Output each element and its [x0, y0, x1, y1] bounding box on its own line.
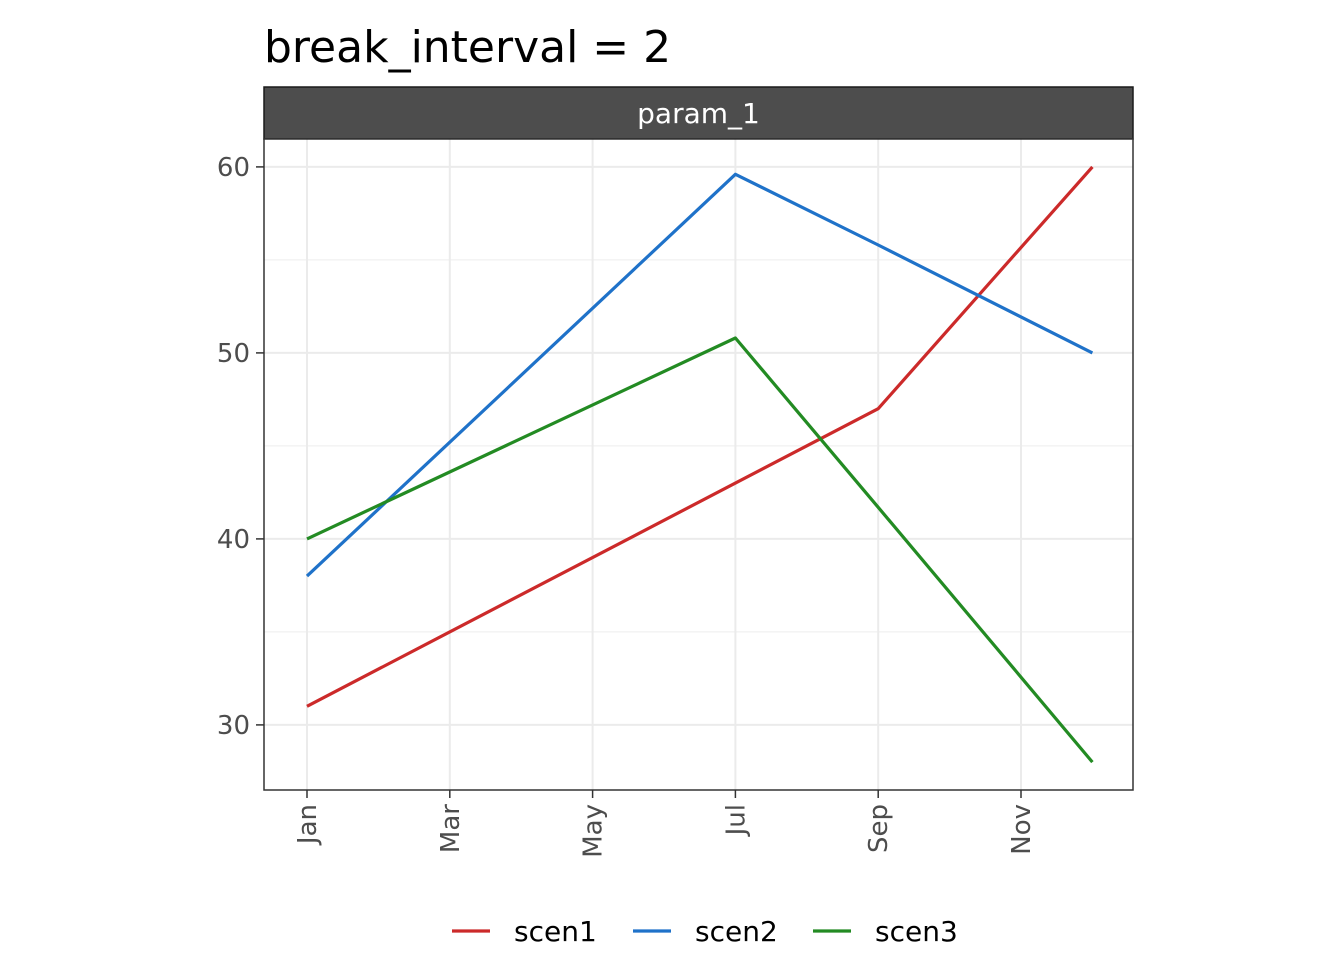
- x-tick-label: Sep: [864, 804, 894, 853]
- chart-title: break_interval = 2: [264, 22, 671, 73]
- legend: scen1 scen2 scen3: [452, 915, 958, 948]
- y-tick-label: 40: [217, 525, 250, 555]
- legend-label-scen1: scen1: [514, 915, 597, 948]
- y-tick-label: 30: [217, 711, 250, 741]
- series-line-scen2: [305, 172, 1094, 578]
- facet-strip: [263, 86, 1134, 140]
- minor-gridlines: [264, 259, 1133, 633]
- y-tick-label: 60: [217, 153, 250, 183]
- x-tick-label: Jul: [721, 804, 751, 837]
- x-tick-label: May: [579, 804, 609, 858]
- y-tick-label: 50: [217, 339, 250, 369]
- y-axis: 30 40 50 60: [217, 153, 264, 741]
- legend-label-scen3: scen3: [875, 915, 958, 948]
- plot-panel: [264, 139, 1133, 790]
- x-tick-label: Mar: [436, 804, 466, 853]
- x-axis: Jan Mar May Jul Sep Nov: [293, 790, 1037, 858]
- series-lines: [305, 165, 1094, 764]
- x-tick-label: Nov: [1007, 804, 1037, 855]
- series-line-scen3: [306, 336, 1094, 764]
- facet-strip-label: param_1: [637, 97, 760, 130]
- plot-border: [263, 138, 1134, 791]
- legend-label-scen2: scen2: [695, 915, 778, 948]
- x-tick-label: Jan: [293, 804, 323, 846]
- series-line-scen1: [306, 165, 1094, 708]
